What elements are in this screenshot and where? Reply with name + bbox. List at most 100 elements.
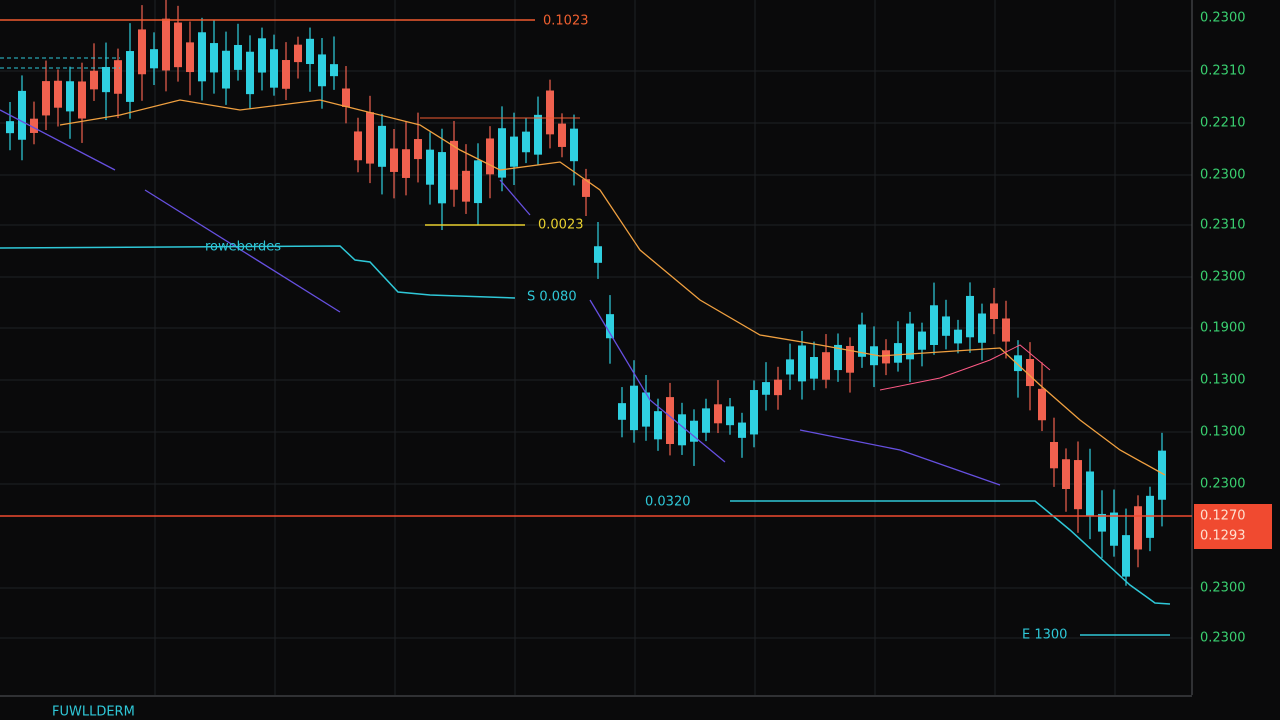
candle-body [270, 49, 278, 88]
indicator-label: roweberdes [205, 240, 281, 255]
signal-line [879, 344, 1051, 391]
price-label: 0.2300 [1200, 631, 1246, 646]
candle-body [414, 139, 422, 160]
price-label: 0.2300 [1200, 477, 1246, 492]
candle-body [234, 44, 242, 70]
candle-body [222, 50, 230, 89]
candle-body [30, 118, 38, 133]
candle-body [978, 313, 986, 343]
candle-body [846, 345, 854, 373]
candle-body [858, 324, 866, 357]
candle-body [1026, 359, 1034, 387]
price-label: 0.2210 [1200, 116, 1246, 131]
candle-body [738, 422, 746, 438]
candle-body [822, 352, 830, 380]
candle-body [102, 66, 110, 93]
candle-body [474, 160, 482, 204]
price-label: 0.2310 [1200, 64, 1246, 79]
candle-body [18, 90, 26, 140]
candle-body [1014, 355, 1022, 372]
candle-body [954, 329, 962, 344]
symbol-label: FUWLLDERM [52, 705, 135, 720]
candle-body [594, 246, 602, 263]
candle-body [666, 397, 674, 445]
candles [6, 0, 1166, 586]
candle-body [654, 411, 662, 440]
candle-body [774, 379, 782, 396]
candle-body [426, 149, 434, 185]
candle-body [198, 32, 206, 82]
candle-body [918, 331, 926, 350]
candle-body [1146, 495, 1154, 538]
grid [0, 0, 1192, 695]
candle-body [138, 29, 146, 75]
candle-body [6, 121, 14, 134]
candle-body [450, 140, 458, 190]
candle-body [570, 128, 578, 162]
candle-body [678, 414, 686, 446]
candle-body [798, 345, 806, 382]
candle-body [1074, 460, 1082, 510]
candle-body [726, 406, 734, 426]
candle-body [1122, 535, 1130, 577]
candle-body [1038, 388, 1046, 421]
candle-body [618, 403, 626, 420]
candle-body [642, 392, 650, 427]
candle-body [894, 343, 902, 363]
candle-body [582, 179, 590, 197]
candle-body [66, 81, 74, 112]
candle-body [990, 303, 998, 320]
top-level-label: 0.1023 [543, 14, 589, 29]
candle-body [534, 114, 542, 155]
cyan-level [0, 245, 516, 299]
trend-line-5 [799, 429, 1001, 486]
candle-body [54, 80, 62, 108]
candle-body [966, 295, 974, 338]
candle-body [42, 81, 50, 116]
bottom-label: E 1300 [1022, 628, 1067, 643]
price-label: 0.1900 [1200, 321, 1246, 336]
candle-body [714, 404, 722, 424]
price-label: 0.2300 [1200, 581, 1246, 596]
candle-body [246, 51, 254, 95]
candle-body [318, 54, 326, 87]
candle-body [510, 136, 518, 167]
candle-body [906, 323, 914, 360]
candle-body [210, 43, 218, 73]
low-label: 0.0320 [645, 495, 691, 510]
candle-body [702, 408, 710, 433]
candle-body [1062, 459, 1070, 490]
candle-body [1134, 506, 1142, 550]
trend-line-4 [589, 299, 726, 463]
candle-body [282, 60, 290, 89]
price-label: 0.1300 [1200, 425, 1246, 440]
candle-body [786, 359, 794, 375]
candle-body [366, 112, 374, 164]
candle-body [258, 38, 266, 73]
candle-body [162, 18, 170, 71]
candle-body [1110, 512, 1118, 546]
price-label: 0.1300 [1200, 373, 1246, 388]
moving-average [59, 99, 1166, 476]
candle-body [630, 385, 638, 431]
candle-body [378, 125, 386, 167]
cyan-level-2 [730, 500, 1171, 605]
candle-body [1086, 471, 1094, 517]
candle-body [1050, 441, 1058, 469]
candle-body [834, 344, 842, 371]
price-label: 0.2300 [1200, 11, 1246, 26]
candle-body [342, 88, 350, 107]
candle-body [546, 90, 554, 135]
candle-body [522, 131, 530, 153]
price-label: 0.2310 [1200, 218, 1246, 233]
candle-body [390, 148, 398, 172]
candle-body [306, 38, 314, 65]
candle-body [606, 314, 614, 339]
candle-body [78, 81, 86, 119]
trend-line-2 [144, 189, 341, 313]
candle-body [870, 346, 878, 366]
candle-body [762, 382, 770, 395]
candle-body [882, 350, 890, 364]
